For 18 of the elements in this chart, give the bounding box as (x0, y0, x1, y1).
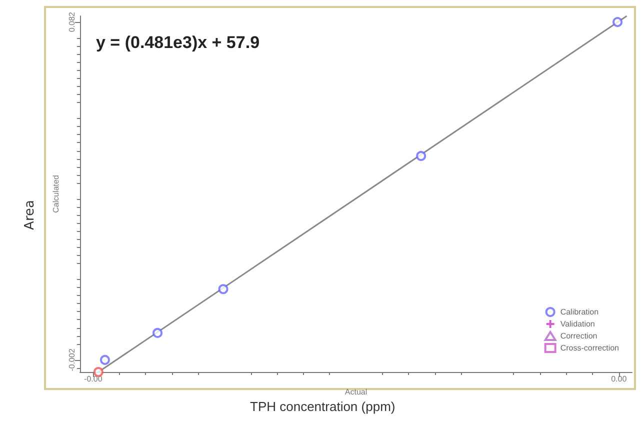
annotation: y = (0.481e3)x + 57.9 (96, 33, 260, 52)
text: Area (22, 200, 38, 230)
y-axis-title: Calculated (52, 175, 61, 213)
x-axis-title: Actual (344, 387, 368, 396)
y-tick-label: 0.082 (68, 11, 76, 32)
x-tick-label: -0.00 (84, 374, 103, 384)
point (100, 354, 110, 365)
legend-label: Validation (560, 320, 595, 328)
legend-label: Correction (560, 332, 598, 340)
y-tick-label: -0.002 (68, 348, 76, 372)
text: TPH concentration (ppm) (250, 399, 396, 414)
point (416, 150, 426, 161)
point (612, 17, 623, 28)
point (152, 328, 163, 338)
x-tick-label: 0.00 (611, 374, 628, 384)
legend-label: Calibration (560, 308, 599, 316)
point (218, 284, 228, 294)
legend-label: Cross-correction (560, 344, 620, 352)
